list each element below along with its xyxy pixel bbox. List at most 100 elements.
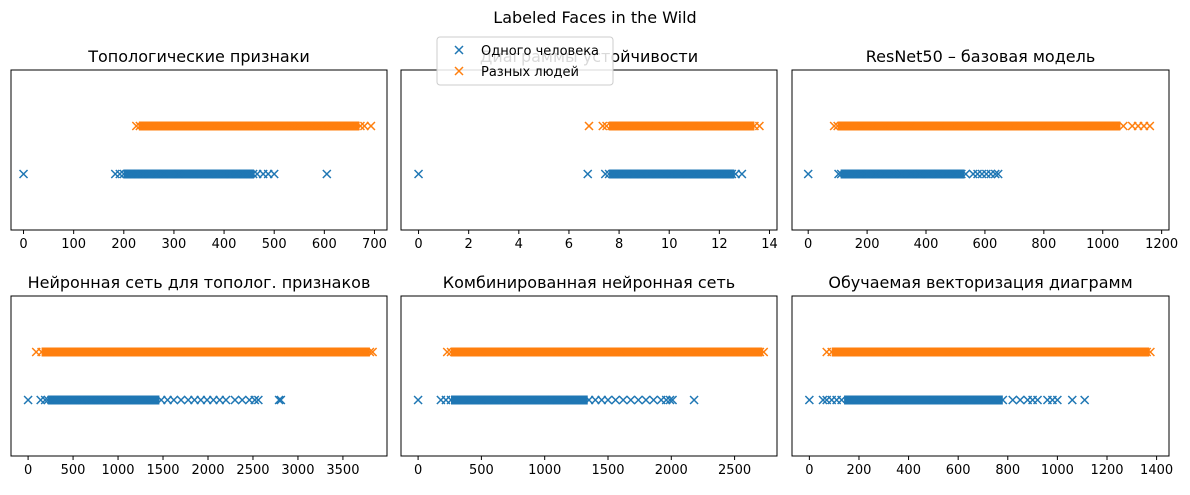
x-axis: 0 100 200 300 400 500 600 700	[19, 230, 387, 252]
x-tick-label: 0	[414, 237, 422, 252]
x-tick-label: 400	[914, 237, 939, 252]
data-point-marker	[679, 121, 689, 131]
data-point-marker	[476, 347, 486, 357]
data-point-marker	[884, 395, 894, 405]
data-point-marker	[174, 169, 184, 179]
data-point-marker	[229, 121, 239, 131]
x-tick-label: 500	[262, 237, 287, 252]
x-tick-label: 1200	[1090, 463, 1123, 478]
legend-label-different-people: Разных людей	[481, 65, 579, 80]
x-axis: 0 500 1000 1500 2000 2500 3000 3500	[24, 456, 359, 478]
data-point-marker	[320, 347, 330, 357]
data-point-marker	[1008, 395, 1018, 405]
subplot-title: Топологические признаки	[87, 47, 310, 66]
data-point-marker	[915, 169, 925, 179]
data-point-marker	[880, 169, 890, 179]
data-point-marker	[131, 121, 141, 131]
data-point-marker	[1033, 395, 1043, 405]
data-point-marker	[189, 169, 199, 179]
data-point-marker	[115, 169, 125, 179]
data-point-marker	[36, 395, 46, 405]
data-point-marker	[973, 395, 983, 405]
data-point-marker	[212, 169, 222, 179]
data-point-marker	[730, 347, 740, 357]
data-point-marker	[110, 169, 120, 179]
data-point-marker	[230, 395, 240, 405]
x-tick-label: 10	[661, 237, 678, 252]
x-axis: 0 500 1000 1500 2000 2500	[414, 456, 751, 478]
data-point-marker	[1033, 347, 1043, 357]
data-point-marker	[232, 169, 242, 179]
data-point-marker	[194, 347, 204, 357]
data-point-marker	[988, 347, 998, 357]
data-point-marker	[618, 395, 628, 405]
data-point-marker	[674, 169, 684, 179]
data-point-marker	[973, 347, 983, 357]
data-point-marker	[906, 121, 916, 131]
series-same-person	[414, 169, 747, 179]
data-point-marker	[442, 347, 452, 357]
data-point-marker	[527, 347, 537, 357]
x-tick-label: 6	[565, 237, 573, 252]
data-point-marker	[552, 395, 562, 405]
data-point-marker	[607, 121, 617, 131]
data-point-marker	[19, 169, 29, 179]
data-point-marker	[862, 169, 872, 179]
x-tick-label: 600	[946, 463, 971, 478]
x-tick-label: 0	[24, 463, 32, 478]
data-point-marker	[230, 347, 240, 357]
data-point-marker	[158, 347, 168, 357]
data-point-marker	[266, 347, 276, 357]
data-point-marker	[565, 347, 575, 357]
data-point-marker	[1009, 121, 1019, 131]
data-point-marker	[884, 347, 894, 357]
data-point-marker	[682, 169, 692, 179]
x-tick-label: 0	[19, 237, 27, 252]
x-axis: 0 2 4 6 8 10 12 14	[414, 230, 778, 252]
data-point-marker	[59, 395, 69, 405]
axes-frame	[400, 69, 778, 231]
x-tick-label: 0	[805, 463, 813, 478]
data-point-marker	[338, 347, 348, 357]
data-point-marker	[166, 169, 176, 179]
data-point-marker	[737, 121, 747, 131]
data-point-marker	[86, 395, 96, 405]
data-point-marker	[889, 169, 899, 179]
data-point-marker	[906, 169, 916, 179]
data-point-marker	[961, 169, 971, 179]
data-point-marker	[844, 121, 854, 131]
data-point-marker	[1118, 121, 1128, 131]
x-tick-label: 1000	[1041, 463, 1074, 478]
data-point-marker	[359, 121, 369, 131]
data-point-marker	[804, 395, 814, 405]
series-different-people	[131, 121, 376, 131]
x-tick-label: 1000	[528, 463, 561, 478]
x-tick-label: 800	[1031, 237, 1056, 252]
legend-label-same-person: Одного человека	[481, 44, 599, 59]
data-point-marker	[248, 347, 258, 357]
x-tick-label: 1000	[1086, 237, 1119, 252]
data-point-marker	[659, 169, 669, 179]
x-tick-label: 3500	[326, 463, 359, 478]
data-point-marker	[502, 347, 512, 357]
data-point-marker	[451, 347, 461, 357]
data-point-marker	[122, 347, 132, 357]
data-point-marker	[552, 347, 562, 357]
data-point-marker	[169, 395, 179, 405]
data-point-marker	[274, 395, 284, 405]
data-point-marker	[629, 121, 639, 131]
data-point-marker	[704, 347, 714, 357]
dense-marker-band	[609, 121, 755, 131]
data-point-marker	[986, 169, 996, 179]
x-tick-label: 200	[111, 237, 136, 252]
data-point-marker	[1145, 347, 1155, 357]
data-point-marker	[134, 169, 144, 179]
subplot-title: Комбинированная нейронная сеть	[443, 273, 735, 292]
data-point-marker	[836, 169, 846, 179]
legend-marker-different-people	[454, 66, 464, 76]
data-point-marker	[284, 347, 294, 357]
data-point-marker	[641, 347, 651, 357]
data-point-marker	[897, 169, 907, 179]
data-point-marker	[204, 169, 214, 179]
